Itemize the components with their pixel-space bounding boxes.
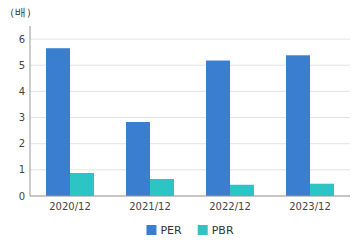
grid-line	[30, 196, 350, 197]
bars-group	[46, 48, 334, 196]
x-tick-label: 2023/12	[289, 201, 331, 212]
y-tick-label: 0	[19, 191, 25, 202]
x-tick-label: 2020/12	[49, 201, 91, 212]
x-tick-label: 2022/12	[209, 201, 251, 212]
bar	[310, 184, 334, 196]
legend: PER PBR	[146, 224, 233, 237]
legend-label: PBR	[212, 224, 234, 237]
bar	[46, 48, 70, 196]
grid-line	[30, 39, 350, 40]
chart-svg: 0 1 2 3 4 5 6 2020/12 2021/12 2022/12 2023/12 （배） PE…	[0, 0, 360, 248]
y-tick-label: 2	[19, 138, 25, 149]
y-tick-label: 6	[19, 34, 25, 45]
legend-label: PER	[160, 224, 182, 237]
y-axis-label: （배）	[4, 6, 37, 19]
y-tick-label: 4	[19, 86, 25, 97]
legend-swatch	[146, 225, 156, 235]
x-tick-label: 2021/12	[129, 201, 171, 212]
x-axis-line	[30, 196, 350, 197]
y-tick-label: 1	[19, 164, 25, 175]
bar	[206, 61, 230, 196]
bar	[230, 185, 254, 196]
y-tick-label: 5	[19, 60, 25, 71]
chart-container: 0 1 2 3 4 5 6 2020/12 2021/12 2022/12 2023/12 （배） PE…	[0, 0, 360, 248]
y-tick-label: 3	[19, 112, 25, 123]
y-axis-line	[30, 26, 31, 196]
bar	[286, 55, 310, 196]
legend-swatch	[198, 225, 208, 235]
bar	[126, 122, 150, 196]
bar	[70, 173, 94, 196]
bar	[150, 179, 174, 196]
